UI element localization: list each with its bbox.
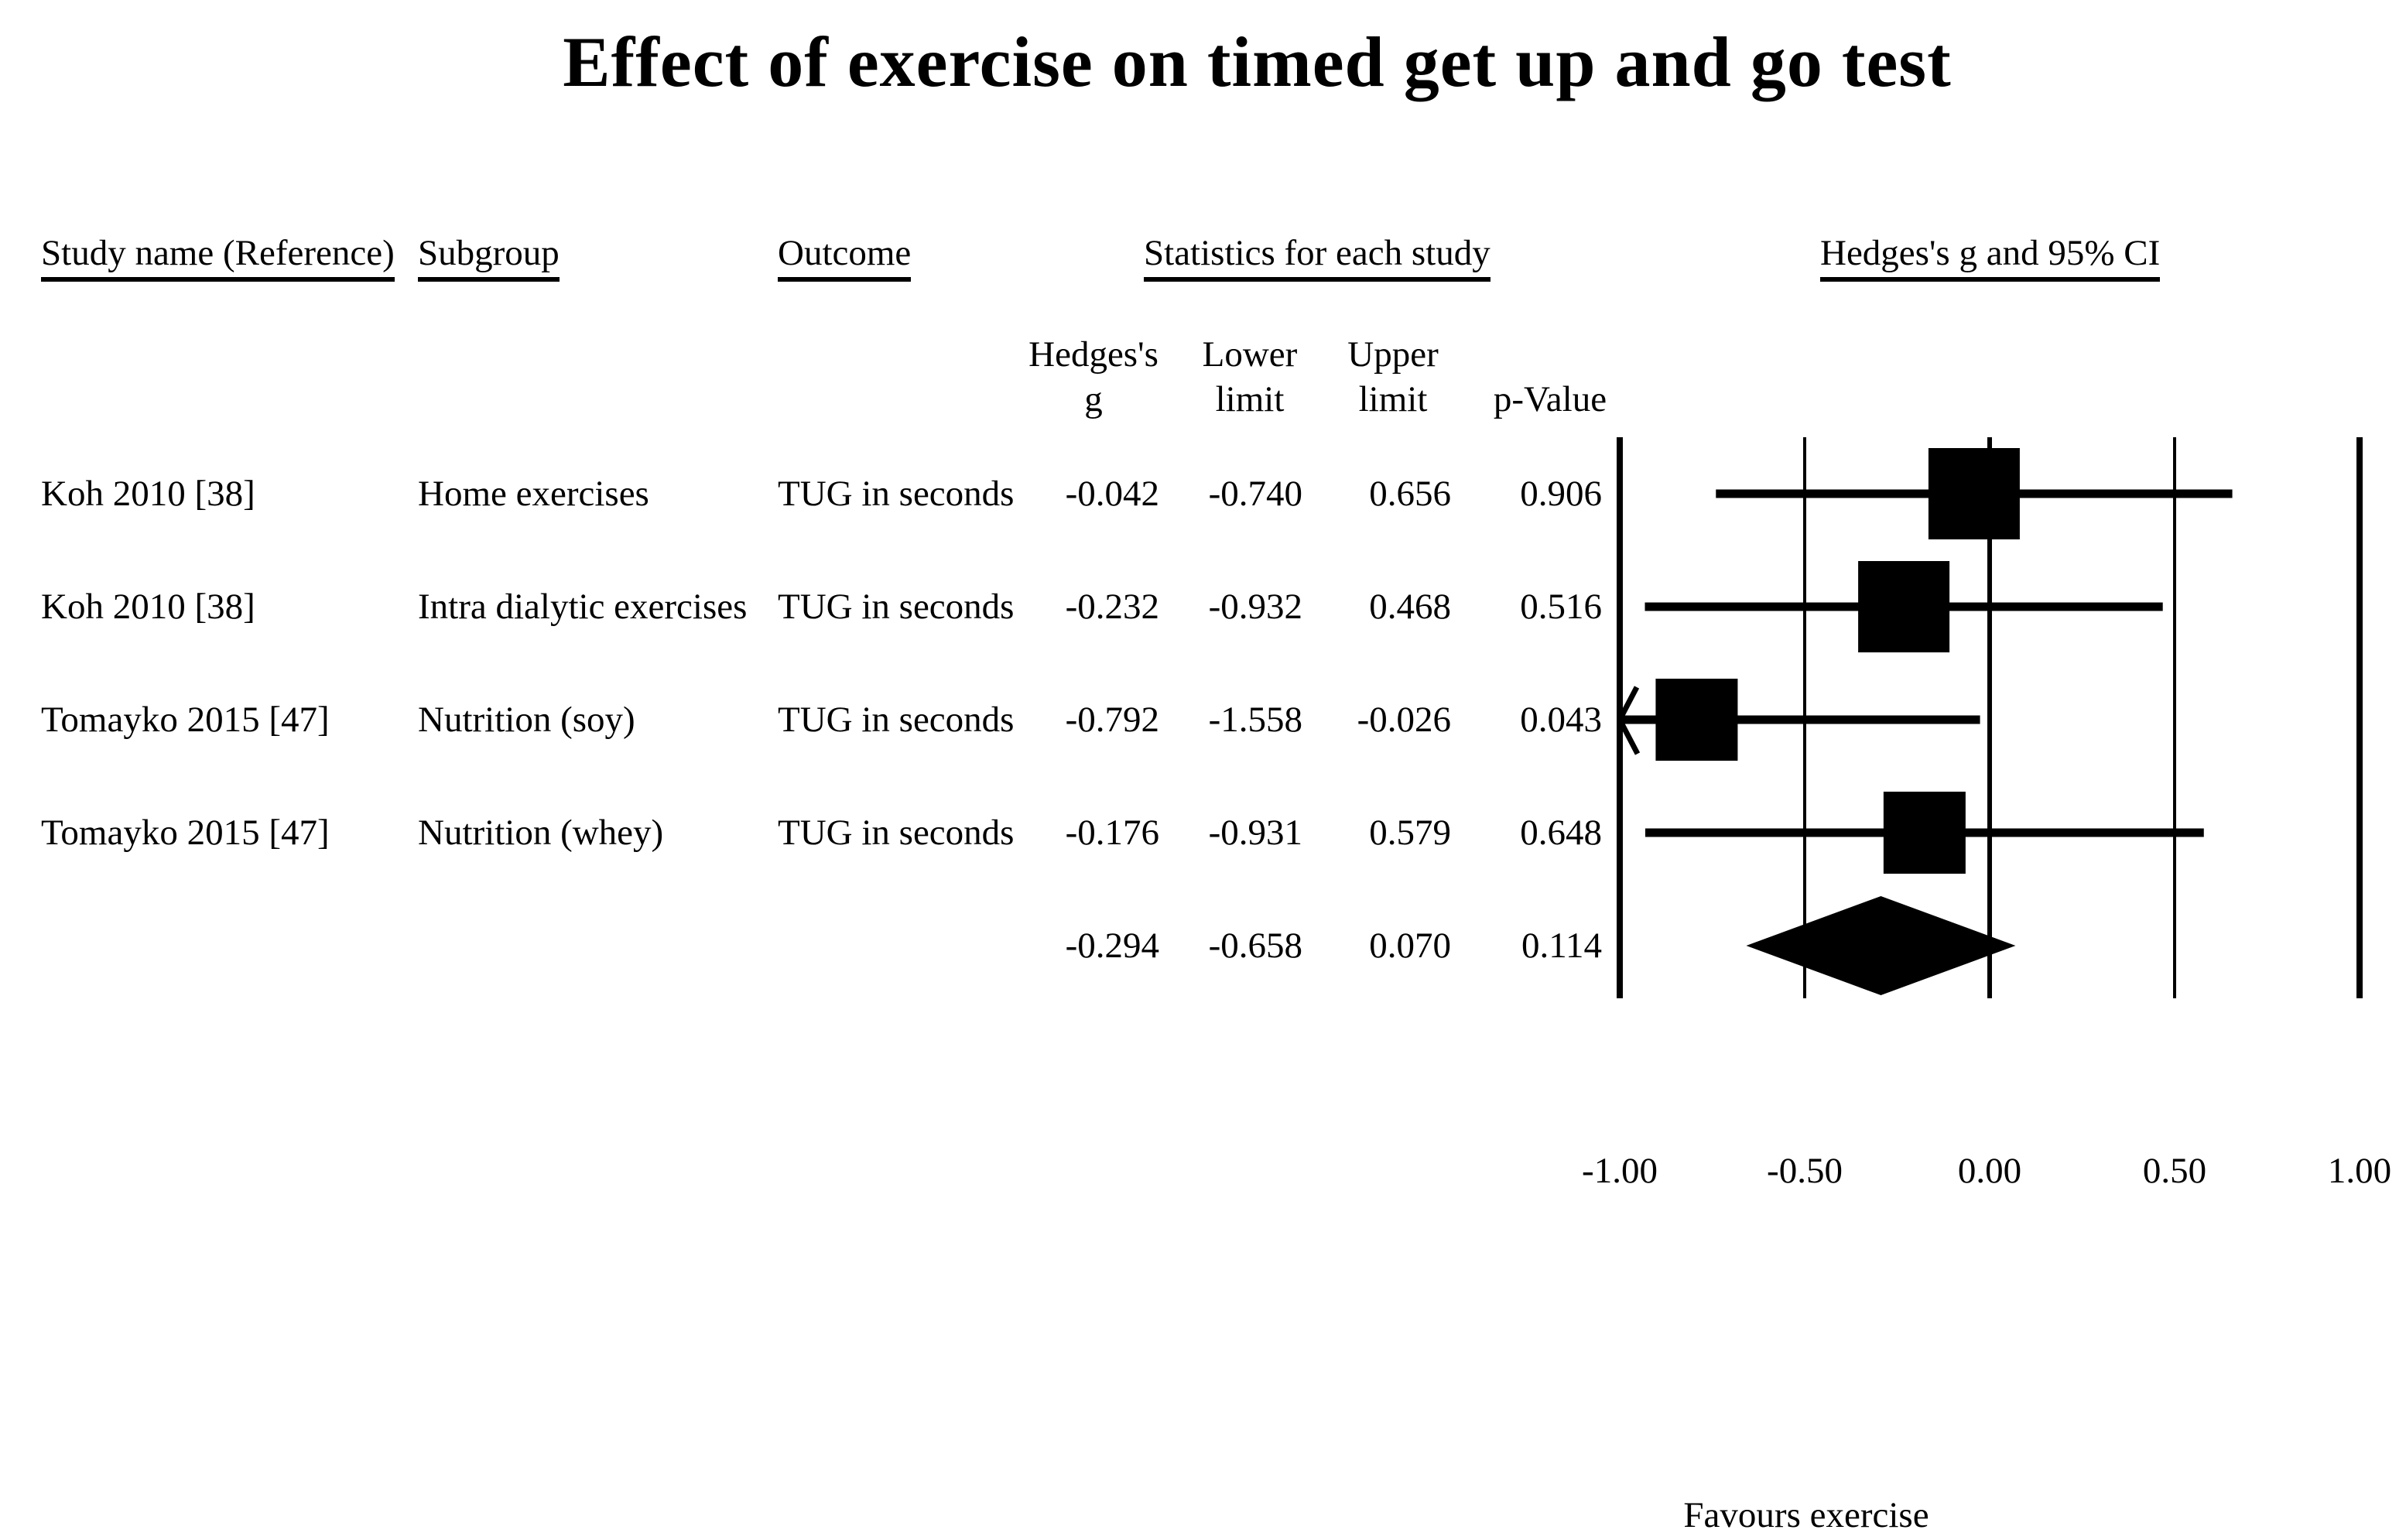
axis-tick-label: -0.50: [1767, 1151, 1843, 1191]
study-name-cell: Koh 2010 [38]: [41, 474, 255, 514]
upper-limit-cell: 0.070: [1369, 926, 1451, 966]
lower-limit-cell: -1.558: [1208, 700, 1302, 740]
subgroup-cell: Home exercises: [418, 474, 649, 514]
study-name-cell: Tomayko 2015 [47]: [41, 813, 330, 853]
upper-limit-cell: 0.656: [1369, 474, 1451, 514]
summary-diamond: [1746, 896, 2016, 995]
column-header-outcome-label: Outcome: [778, 235, 912, 282]
subgroup-cell: Nutrition (soy): [418, 700, 635, 740]
subheader-hedges-line2: g: [1084, 379, 1103, 419]
column-header-statistics-label: Statistics for each study: [1144, 235, 1490, 282]
subheader-upper-line1: Upper: [1347, 334, 1439, 375]
hedges-g-cell: -0.232: [1065, 587, 1159, 627]
p-value-cell: 0.648: [1520, 813, 1602, 853]
subheader-upper-limit: Upper limit: [1277, 332, 1509, 422]
p-value-cell: 0.906: [1520, 474, 1602, 514]
p-value-cell: 0.516: [1520, 587, 1602, 627]
upper-limit-cell: -0.026: [1357, 700, 1451, 740]
subgroup-cell: Nutrition (whey): [418, 813, 664, 853]
favours-exercise-label: Favours exercise: [1683, 1495, 1929, 1535]
axis-tick-label: 0.50: [2142, 1151, 2207, 1191]
column-header-plot-label: Hedges's g and 95% CI: [1820, 235, 2161, 282]
subheader-hedges-g: Hedges's g: [977, 332, 1210, 422]
subgroup-cell: Intra dialytic exercises: [418, 587, 748, 627]
column-header-statistics-group: Statistics for each study: [1144, 235, 1490, 282]
column-header-study-label: Study name (Reference): [41, 235, 395, 282]
subheader-upper-line2: limit: [1358, 379, 1428, 419]
axis-tick-label: -1.00: [1582, 1151, 1658, 1191]
study-name-cell: Tomayko 2015 [47]: [41, 700, 330, 740]
subheader-hedges-line1: Hedges's: [1028, 334, 1159, 375]
hedges-g-cell: -0.792: [1065, 700, 1159, 740]
upper-limit-cell: 0.468: [1369, 587, 1451, 627]
subheader-lower-line2: limit: [1215, 379, 1285, 419]
clip-arrow-left: [1617, 686, 1641, 755]
outcome-cell: TUG in seconds: [778, 474, 1015, 514]
column-header-plot-group: Hedges's g and 95% CI: [1820, 235, 2161, 282]
effect-square: [1858, 561, 1950, 652]
hedges-g-cell: -0.294: [1065, 926, 1159, 966]
study-name-cell: Koh 2010 [38]: [41, 587, 255, 627]
column-header-subgroup-label: Subgroup: [418, 235, 560, 282]
hedges-g-cell: -0.042: [1065, 474, 1159, 514]
lower-limit-cell: -0.932: [1208, 587, 1302, 627]
chart-title: Effect of exercise on timed get up and g…: [563, 22, 1952, 101]
p-value-cell: 0.043: [1520, 700, 1602, 740]
outcome-cell: TUG in seconds: [778, 700, 1015, 740]
subheader-lower-limit: Lower limit: [1134, 332, 1366, 422]
axis-tick-label: 0.00: [1957, 1151, 2022, 1191]
axis-tick-label: 1.00: [2327, 1151, 2392, 1191]
outcome-cell: TUG in seconds: [778, 587, 1015, 627]
column-header-study: Study name (Reference): [41, 235, 395, 282]
effect-square: [1928, 448, 2020, 539]
effect-square: [1883, 792, 1966, 874]
column-header-outcome: Outcome: [778, 235, 912, 282]
lower-limit-cell: -0.931: [1208, 813, 1302, 853]
subheader-p-value-label: p-Value: [1493, 379, 1607, 419]
lower-limit-cell: -0.658: [1208, 926, 1302, 966]
subheader-lower-line1: Lower: [1202, 334, 1298, 375]
hedges-g-cell: -0.176: [1065, 813, 1159, 853]
upper-limit-cell: 0.579: [1369, 813, 1451, 853]
subheader-p-value: p-Value: [1434, 377, 1666, 422]
outcome-cell: TUG in seconds: [778, 813, 1015, 853]
lower-limit-cell: -0.740: [1208, 474, 1302, 514]
p-value-cell: 0.114: [1521, 926, 1602, 966]
effect-square: [1655, 679, 1738, 761]
column-header-subgroup: Subgroup: [418, 235, 560, 282]
